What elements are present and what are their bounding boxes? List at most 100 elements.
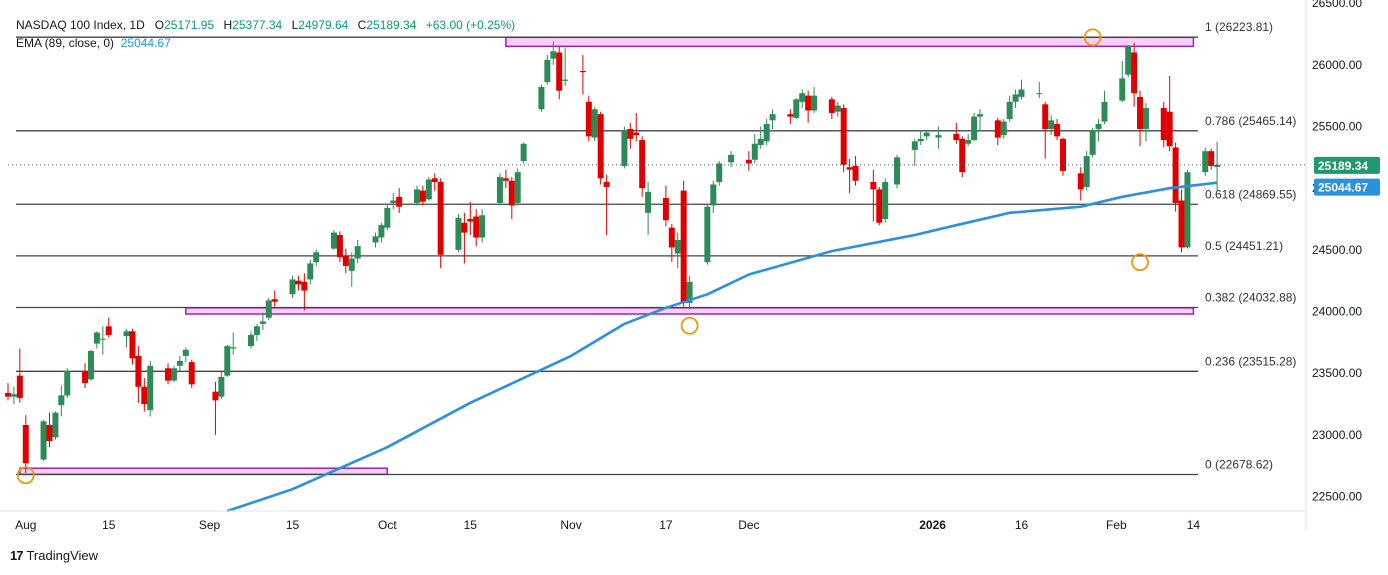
last-price-tag-bg (1314, 156, 1380, 174)
candle (384, 204, 391, 231)
fib-label: 0.786 (25465.14) (1205, 114, 1296, 128)
candle-body (787, 114, 794, 117)
candle (882, 178, 889, 223)
candle-body (959, 138, 966, 173)
x-axis[interactable]: Aug 15 Sep 15 Oct 15 Nov 17 Dec 2026 16 Feb 14 (0, 510, 1306, 532)
candle (271, 290, 278, 307)
candle (579, 54, 586, 95)
candle (188, 359, 195, 389)
candle (1142, 103, 1149, 142)
fib-label: 1 (26223.81) (1205, 20, 1273, 34)
candle (852, 156, 859, 186)
symbol-label[interactable]: NASDAQ 100 Index, 1D (16, 18, 145, 32)
candle (502, 169, 509, 189)
candle-body (799, 93, 806, 102)
candle-body (757, 138, 764, 145)
candle (1178, 189, 1185, 253)
candle-body (182, 349, 189, 356)
y-tick-label: 24500.00 (1312, 243, 1362, 257)
candle-body (502, 178, 509, 181)
tradingview-brand[interactable]: 17 TradingView (10, 548, 98, 563)
candle (58, 385, 65, 417)
candle (437, 178, 444, 269)
candle (141, 378, 148, 412)
candle-body (22, 425, 29, 464)
candle-body (846, 167, 853, 170)
candle-body (1142, 107, 1149, 129)
candle-body (585, 101, 592, 137)
candle-body (710, 184, 717, 206)
x-tick-label: 2026 (919, 518, 946, 532)
candle (413, 185, 420, 206)
change-value: +63.00 (+0.25%) (425, 18, 516, 32)
candle-body (1054, 124, 1061, 137)
candle (1131, 42, 1138, 107)
candle-body (508, 180, 515, 206)
candle (763, 119, 770, 145)
price-tags: 25189.34 25044.67 (1314, 156, 1380, 196)
ema-legend-value: 25044.67 (120, 36, 171, 50)
candle (668, 223, 675, 263)
candle-body (467, 219, 474, 222)
candle (1036, 82, 1043, 99)
candle (811, 87, 818, 113)
candle-body (82, 371, 89, 384)
candle (1137, 90, 1144, 147)
candle-body (828, 99, 835, 113)
candle-body (686, 281, 693, 303)
candle (639, 136, 646, 197)
candle-body (473, 216, 480, 238)
candle-body (212, 391, 219, 401)
candle-body (550, 51, 557, 59)
candle-body (58, 395, 65, 406)
candle (390, 193, 397, 210)
candle (977, 109, 984, 132)
candle-body (348, 258, 355, 271)
candle (520, 142, 527, 164)
ema-label[interactable]: EMA (89, close, 0) (16, 36, 115, 50)
candle (496, 173, 503, 206)
candle-body (917, 138, 924, 142)
open-value: 25171.95 (164, 18, 215, 32)
pivot-marker (680, 316, 699, 335)
x-tick-label: 16 (1015, 518, 1029, 532)
candle (307, 259, 314, 285)
candle-body (307, 263, 314, 280)
candle-body (230, 347, 237, 349)
open-label: O (154, 18, 165, 32)
candle-body (834, 105, 841, 112)
candle (965, 133, 972, 147)
candle-body (301, 281, 308, 291)
candle (10, 386, 17, 405)
candle (1214, 141, 1221, 191)
last-price-tag: 25189.34 (1314, 156, 1380, 174)
markers-layer (16, 28, 1149, 485)
candle (129, 328, 136, 365)
candle-body (342, 256, 349, 266)
candle-body (520, 143, 527, 162)
high-label: H (223, 18, 233, 32)
candle (16, 348, 23, 403)
candle-body (977, 114, 984, 117)
candle-body (556, 52, 563, 91)
candle-body (514, 172, 521, 203)
candle (1119, 61, 1126, 102)
candle-body (1042, 104, 1049, 129)
y-axis[interactable]: 22500.00 23000.00 23500.00 24000.00 24500.00… (1305, 0, 1362, 530)
candle (1101, 90, 1108, 125)
candle (467, 201, 474, 236)
y-tick-label: 24000.00 (1312, 305, 1362, 319)
candle-body (668, 227, 675, 248)
candle-body (141, 386, 148, 405)
candle (621, 126, 628, 169)
candle-body (882, 182, 889, 220)
candle (1083, 151, 1090, 191)
candle-body (170, 368, 177, 381)
candle (479, 209, 486, 243)
candle-body (1166, 111, 1173, 147)
candle (289, 275, 296, 298)
candle-body (840, 107, 847, 165)
candle-body (1089, 130, 1096, 155)
candle (224, 344, 231, 377)
